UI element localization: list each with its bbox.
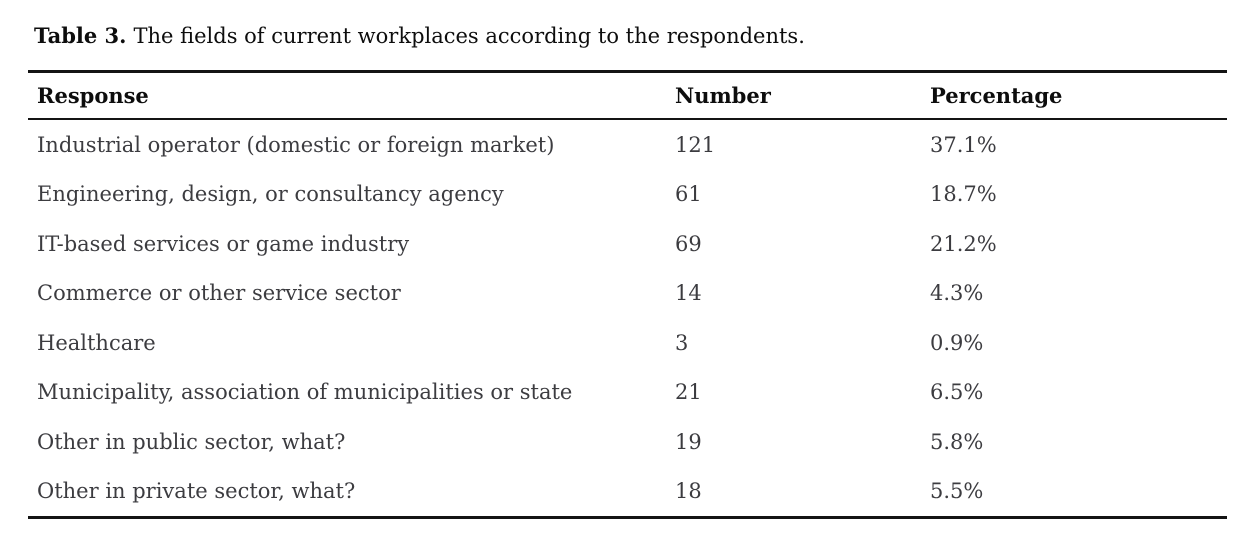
percentage-cell: 0.9% — [930, 330, 984, 355]
percentage-cell: 5.5% — [930, 479, 984, 504]
percentage-cell: 21.2% — [930, 231, 997, 256]
response-cell: Industrial operator (domestic or foreign… — [37, 132, 555, 157]
response-cell: IT-based services or game industry — [37, 231, 410, 256]
table-row: Industrial operator (domestic or foreign… — [28, 120, 1227, 170]
number-cell: 121 — [675, 132, 716, 157]
table-row: Commerce or other service sector 14 4.3% — [28, 269, 1227, 319]
percentage-cell: 5.8% — [930, 429, 984, 454]
table-caption-label: Table 3. — [34, 23, 127, 48]
percentage-cell: 18.7% — [930, 182, 997, 207]
response-cell: Commerce or other service sector — [37, 281, 401, 306]
response-cell: Other in public sector, what? — [37, 429, 346, 454]
table-header-row: Response Number Percentage — [28, 73, 1227, 118]
percentage-cell: 37.1% — [930, 132, 997, 157]
column-header-response: Response — [37, 82, 149, 108]
table-row: Other in public sector, what? 19 5.8% — [28, 417, 1227, 467]
workplace-fields-table: Response Number Percentage Industrial op… — [28, 70, 1227, 519]
number-cell: 69 — [675, 231, 702, 256]
table-row: Healthcare 3 0.9% — [28, 318, 1227, 368]
number-cell: 14 — [675, 281, 702, 306]
table-header: Response Number Percentage — [28, 70, 1227, 120]
column-header-percentage: Percentage — [930, 82, 1063, 108]
column-header-number: Number — [675, 82, 771, 108]
percentage-cell: 6.5% — [930, 380, 984, 405]
table-row: Other in private sector, what? 18 5.5% — [28, 467, 1227, 517]
table-row: Municipality, association of municipalit… — [28, 368, 1227, 418]
response-cell: Other in private sector, what? — [37, 479, 356, 504]
table-caption: Table 3. The fields of current workplaces… — [34, 22, 805, 50]
number-cell: 18 — [675, 479, 702, 504]
response-cell: Healthcare — [37, 330, 156, 355]
response-cell: Municipality, association of municipalit… — [37, 380, 573, 405]
table-body: Industrial operator (domestic or foreign… — [28, 120, 1227, 516]
number-cell: 19 — [675, 429, 702, 454]
number-cell: 21 — [675, 380, 702, 405]
percentage-cell: 4.3% — [930, 281, 984, 306]
response-cell: Engineering, design, or consultancy agen… — [37, 182, 504, 207]
number-cell: 3 — [675, 330, 689, 355]
table-row: Engineering, design, or consultancy agen… — [28, 170, 1227, 220]
table-row: IT-based services or game industry 69 21… — [28, 219, 1227, 269]
number-cell: 61 — [675, 182, 702, 207]
table-caption-text: The fields of current workplaces accordi… — [133, 24, 805, 48]
